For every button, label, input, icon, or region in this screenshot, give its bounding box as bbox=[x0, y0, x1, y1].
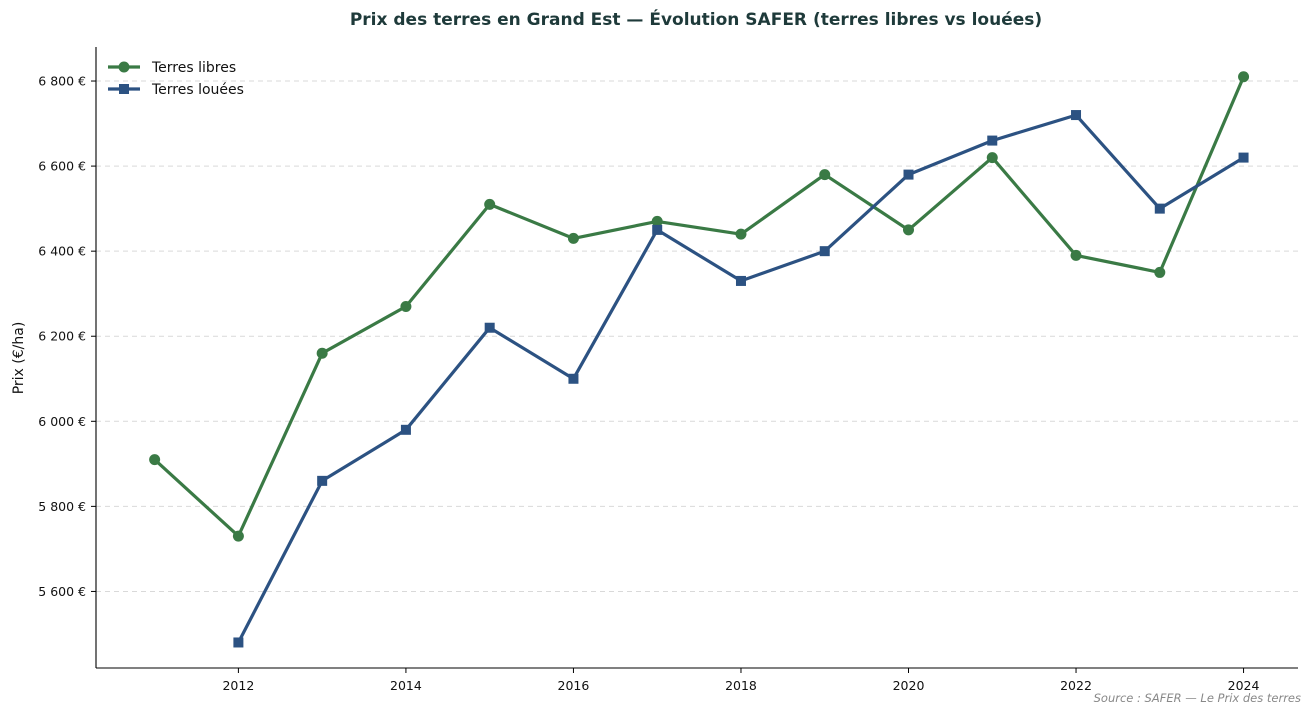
data-point bbox=[232, 530, 244, 542]
x-tick-label: 2020 bbox=[893, 678, 925, 693]
data-point bbox=[484, 322, 495, 333]
y-tick-label: 6 600 € bbox=[38, 159, 86, 174]
series-1 bbox=[149, 71, 1250, 542]
data-point bbox=[568, 373, 579, 384]
y-tick-label: 5 800 € bbox=[38, 499, 86, 514]
series-2 bbox=[233, 110, 1249, 648]
data-point bbox=[1154, 203, 1165, 214]
series-line bbox=[236, 113, 1246, 645]
y-axis-ticks: 5 600 € 5 800 € 6 000 € 6 200 € 6 400 € 6 600… bbox=[38, 74, 96, 599]
data-point bbox=[652, 224, 663, 235]
gridlines bbox=[96, 80, 1298, 592]
legend: Terres libres Terres louées bbox=[108, 60, 244, 98]
y-tick-label: 6 200 € bbox=[38, 329, 86, 344]
data-point bbox=[400, 424, 411, 435]
data-point bbox=[903, 169, 914, 180]
y-tick-label: 6 400 € bbox=[38, 244, 86, 259]
data-point bbox=[1070, 249, 1082, 261]
chart-title: Prix des terres en Grand Est — Évolution… bbox=[350, 8, 1042, 30]
source-note: Source : SAFER — Le Prix des terres bbox=[1094, 691, 1301, 705]
data-point bbox=[986, 152, 998, 164]
data-point bbox=[1238, 152, 1249, 163]
data-point bbox=[149, 454, 161, 466]
data-point bbox=[233, 637, 244, 648]
data-point bbox=[1071, 110, 1082, 121]
data-point bbox=[903, 224, 915, 236]
series-line bbox=[153, 75, 1246, 538]
y-tick-label: 6 800 € bbox=[38, 74, 86, 89]
x-tick-label: 2014 bbox=[390, 678, 422, 693]
x-tick-label: 2012 bbox=[222, 678, 254, 693]
data-point bbox=[567, 232, 579, 244]
x-tick-label: 2018 bbox=[725, 678, 757, 693]
legend-label: Terres louées bbox=[151, 82, 244, 98]
data-point bbox=[316, 347, 328, 359]
data-point bbox=[1154, 266, 1166, 278]
y-tick-label: 5 600 € bbox=[38, 584, 86, 599]
x-tick-label: 2016 bbox=[558, 678, 590, 693]
data-point bbox=[400, 300, 412, 312]
data-point bbox=[317, 475, 328, 486]
data-point bbox=[651, 215, 663, 227]
x-axis-ticks: 2012 2014 2016 2018 2020 2022 2024 bbox=[222, 668, 1260, 693]
data-point bbox=[735, 228, 747, 240]
data-point bbox=[484, 198, 496, 210]
y-axis-label: Prix (€/ha) bbox=[11, 322, 27, 395]
legend-marker bbox=[118, 61, 130, 73]
x-tick-label: 2022 bbox=[1060, 678, 1092, 693]
data-point bbox=[735, 275, 746, 286]
x-tick-label: 2024 bbox=[1228, 678, 1260, 693]
y-tick-label: 6 000 € bbox=[38, 414, 86, 429]
legend-label: Terres libres bbox=[151, 60, 236, 76]
data-point bbox=[819, 246, 830, 257]
data-point bbox=[1238, 71, 1250, 83]
legend-marker bbox=[119, 84, 129, 94]
data-point bbox=[987, 135, 998, 146]
data-point bbox=[819, 169, 831, 181]
series-layer bbox=[149, 71, 1250, 648]
